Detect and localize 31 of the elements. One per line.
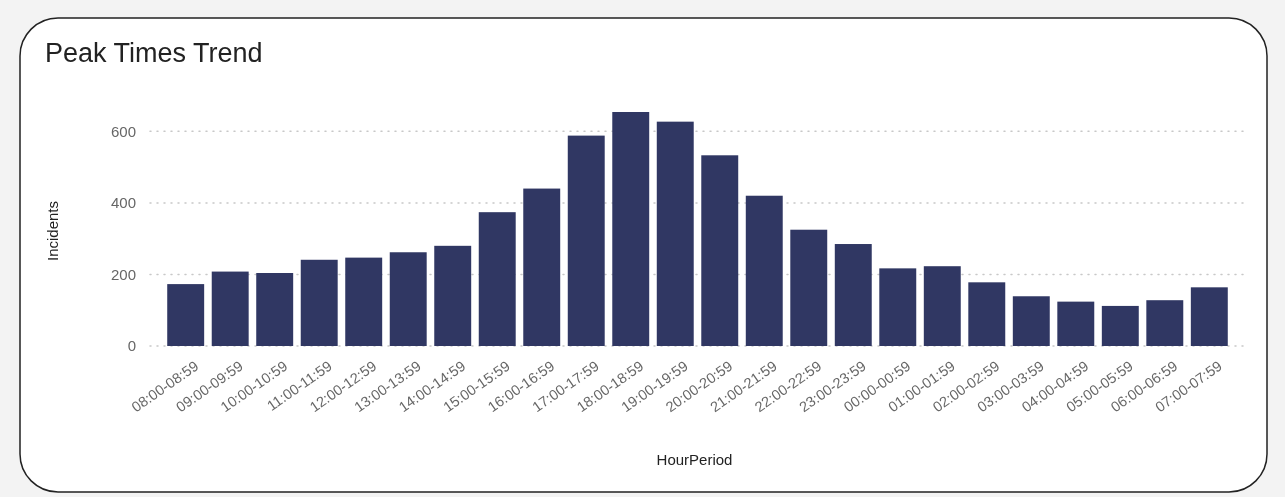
x-axis-title: HourPeriod bbox=[656, 451, 733, 468]
bar bbox=[389, 252, 427, 346]
y-axis-title: Incidents bbox=[44, 200, 61, 262]
bar bbox=[567, 135, 605, 346]
y-tick-label: 400 bbox=[110, 194, 136, 212]
chart-title: Peak Times Trend bbox=[45, 38, 263, 68]
bar bbox=[1057, 301, 1095, 346]
bar bbox=[745, 195, 783, 346]
bar bbox=[790, 229, 828, 346]
bar bbox=[834, 244, 872, 346]
bar bbox=[701, 155, 739, 346]
bar bbox=[656, 121, 694, 346]
y-tick-label: 200 bbox=[110, 265, 136, 283]
bar bbox=[879, 268, 917, 346]
bar bbox=[300, 259, 338, 346]
bar bbox=[211, 271, 249, 346]
bar bbox=[523, 188, 561, 346]
bar bbox=[1012, 296, 1050, 346]
bar bbox=[1101, 305, 1139, 346]
bar bbox=[1190, 287, 1228, 346]
y-tick-label: 600 bbox=[110, 122, 136, 140]
bar bbox=[612, 112, 650, 346]
bar bbox=[478, 212, 516, 346]
bar bbox=[345, 257, 383, 346]
bar bbox=[167, 284, 205, 346]
bar bbox=[1146, 300, 1184, 346]
bar bbox=[968, 282, 1006, 346]
bar bbox=[434, 245, 472, 346]
bar bbox=[256, 273, 294, 346]
y-tick-label: 0 bbox=[127, 337, 136, 355]
bar bbox=[923, 266, 961, 346]
